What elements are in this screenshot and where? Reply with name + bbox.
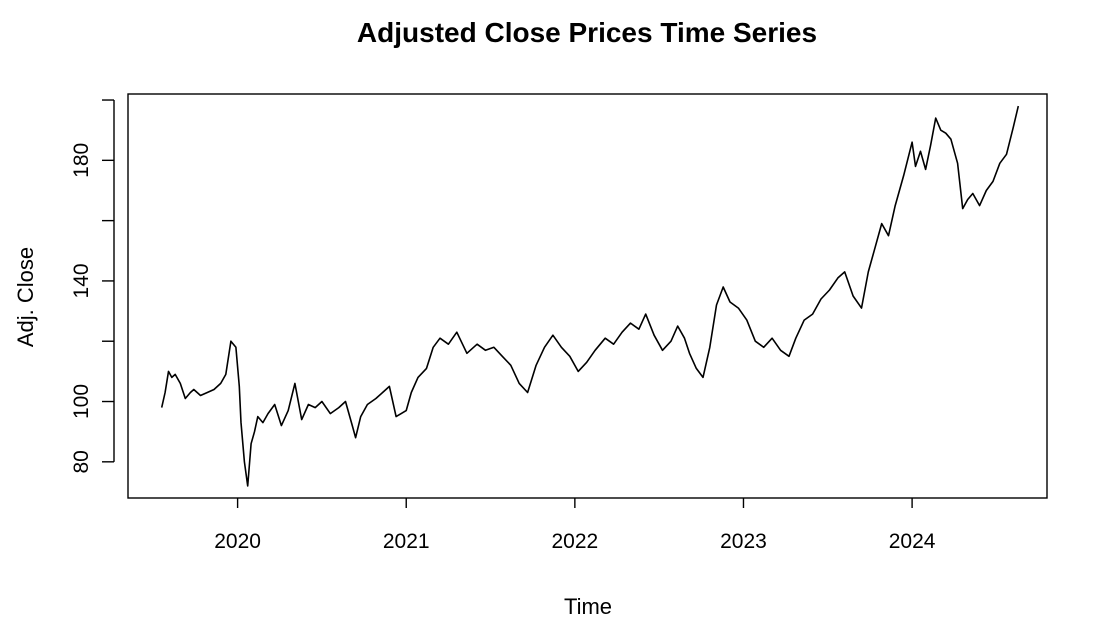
x-tick-label: 2021 xyxy=(383,530,430,553)
x-tick-label: 2023 xyxy=(720,530,767,553)
y-axis: 80 100 140 180 xyxy=(70,99,115,474)
chart-title: Adjusted Close Prices Time Series xyxy=(357,17,817,48)
x-axis: 2020 2021 2022 2023 2024 xyxy=(214,498,936,553)
x-tick-label: 2024 xyxy=(889,530,936,553)
y-tick-label: 80 xyxy=(70,450,93,473)
y-tick-label: 180 xyxy=(70,143,93,178)
y-tick-label: 100 xyxy=(70,384,93,419)
y-axis-label: Adj. Close xyxy=(13,247,38,347)
x-tick-label: 2020 xyxy=(214,530,261,553)
x-axis-label: Time xyxy=(564,594,612,619)
plot-frame xyxy=(127,93,1048,499)
y-tick-label: 140 xyxy=(70,263,93,298)
x-tick-label: 2022 xyxy=(551,530,598,553)
series-line xyxy=(160,105,1020,487)
